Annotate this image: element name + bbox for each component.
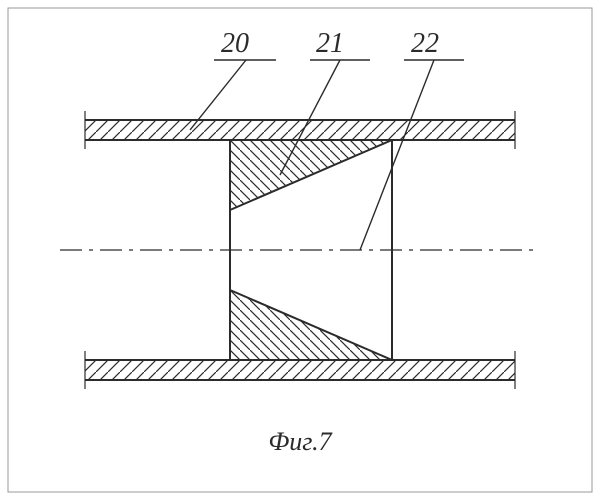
label-21: 21: [316, 28, 344, 59]
figure-caption: Фиг.7: [268, 427, 332, 456]
label-20: 20: [221, 28, 249, 59]
engineering-figure: 20 21 22 Фиг.7: [0, 0, 600, 500]
label-22: 22: [411, 28, 439, 59]
leader-22: [360, 60, 464, 250]
